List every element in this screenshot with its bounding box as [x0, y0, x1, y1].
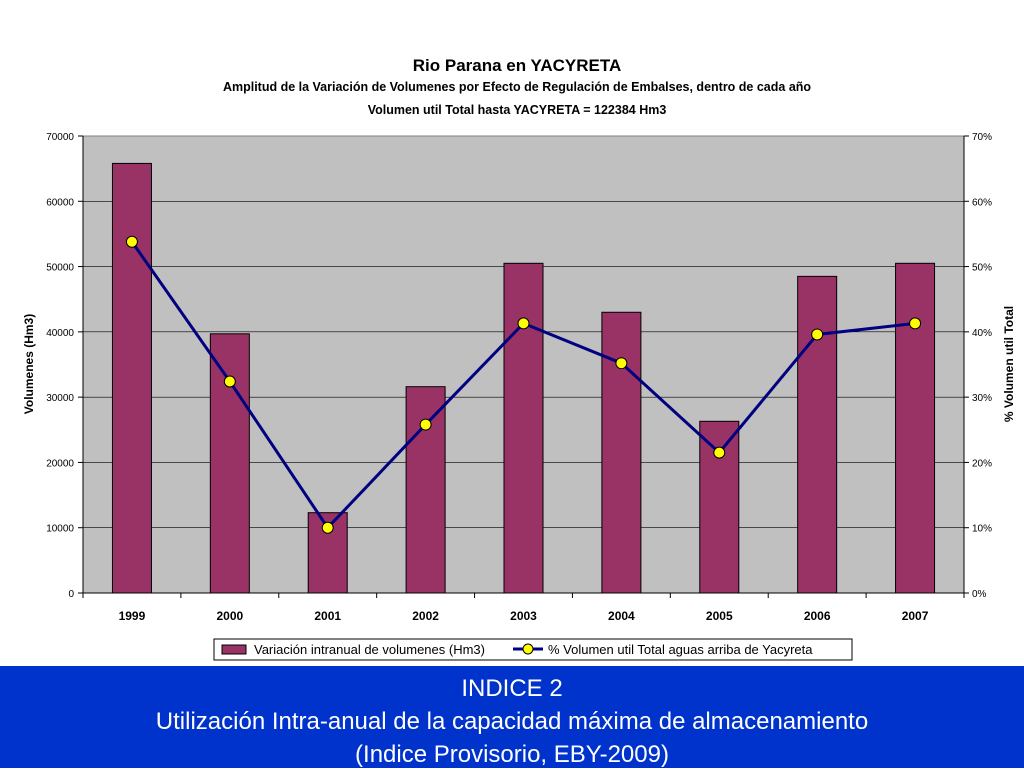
bar [405, 386, 446, 594]
caption-source: (Indice Provisorio, EBY-2009) [355, 741, 669, 768]
line-series [125, 235, 922, 534]
x-tick-label: 2004 [608, 609, 635, 623]
legend-line-label: % Volumen util Total aguas arriba de Yac… [548, 642, 813, 657]
y-axis-title: Volumenes (Hm3) [22, 314, 36, 414]
chart: Rio Parana en YACYRETA Amplitud de la Va… [22, 56, 1016, 661]
bar [503, 262, 544, 594]
line-marker [223, 375, 236, 388]
chart-subtitle-2: Volumen util Total hasta YACYRETA = 1223… [368, 103, 667, 117]
caption-banner: INDICE 2 Utilización Intra-anual de la c… [0, 666, 1024, 768]
x-tick-label: 2002 [412, 609, 439, 623]
chart-title: Rio Parana en YACYRETA [413, 56, 621, 75]
y2-tick-label: 0% [972, 589, 987, 600]
y-tick-label: 60000 [46, 197, 74, 208]
x-axis: 1999 2000 2001 2002 2003 2004 2005 2006 2007 [82, 592, 965, 623]
line-marker [517, 317, 530, 330]
y-axis: 0 10000 20000 30000 40000 50000 60000 70000 [46, 132, 84, 600]
line-marker [125, 235, 138, 248]
x-tick-label: 2000 [216, 609, 243, 623]
y2-axis: 0% 10% 20% 30% 40% 50% 60% 70% [963, 132, 992, 600]
line-marker [713, 446, 726, 459]
legend-bar-swatch [221, 644, 247, 655]
y2-tick-label: 30% [972, 393, 992, 404]
y-tick-label: 70000 [46, 132, 74, 143]
bar [111, 162, 152, 594]
x-tick-label: 2007 [902, 609, 929, 623]
y2-tick-label: 70% [972, 132, 992, 143]
x-tick-label: 2001 [314, 609, 341, 623]
bar [601, 311, 642, 594]
y2-tick-label: 10% [972, 524, 992, 535]
y2-axis-title: % Volumen util Total [1002, 306, 1016, 422]
x-tick-label: 2005 [706, 609, 733, 623]
y-tick-label: 10000 [46, 524, 74, 535]
x-tick-label: 1999 [119, 609, 146, 623]
bar [895, 262, 936, 594]
y-tick-label: 40000 [46, 328, 74, 339]
y-tick-label: 20000 [46, 458, 74, 469]
y-tick-label: 50000 [46, 263, 74, 274]
line-marker [321, 521, 334, 534]
y2-tick-label: 50% [972, 263, 992, 274]
y-tick-label: 30000 [46, 393, 74, 404]
legend-line-marker [522, 643, 534, 655]
y-tick-label: 0 [68, 589, 74, 600]
caption-title: Utilización Intra-anual de la capacidad … [155, 708, 869, 735]
y2-tick-label: 40% [972, 328, 992, 339]
line-marker [909, 317, 922, 330]
line-marker [811, 328, 824, 341]
line-marker [419, 418, 432, 431]
y2-tick-label: 20% [972, 458, 992, 469]
x-tick-label: 2003 [510, 609, 537, 623]
caption-index: INDICE 2 [461, 675, 563, 702]
bar [209, 333, 250, 594]
line-marker [615, 357, 628, 370]
x-tick-label: 2006 [804, 609, 831, 623]
y2-tick-label: 60% [972, 197, 992, 208]
bar [797, 275, 838, 594]
legend: Variación intranual de volumenes (Hm3) %… [213, 638, 853, 661]
legend-bar-label: Variación intranual de volumenes (Hm3) [254, 642, 485, 657]
chart-subtitle: Amplitud de la Variación de Volumenes po… [223, 80, 811, 94]
